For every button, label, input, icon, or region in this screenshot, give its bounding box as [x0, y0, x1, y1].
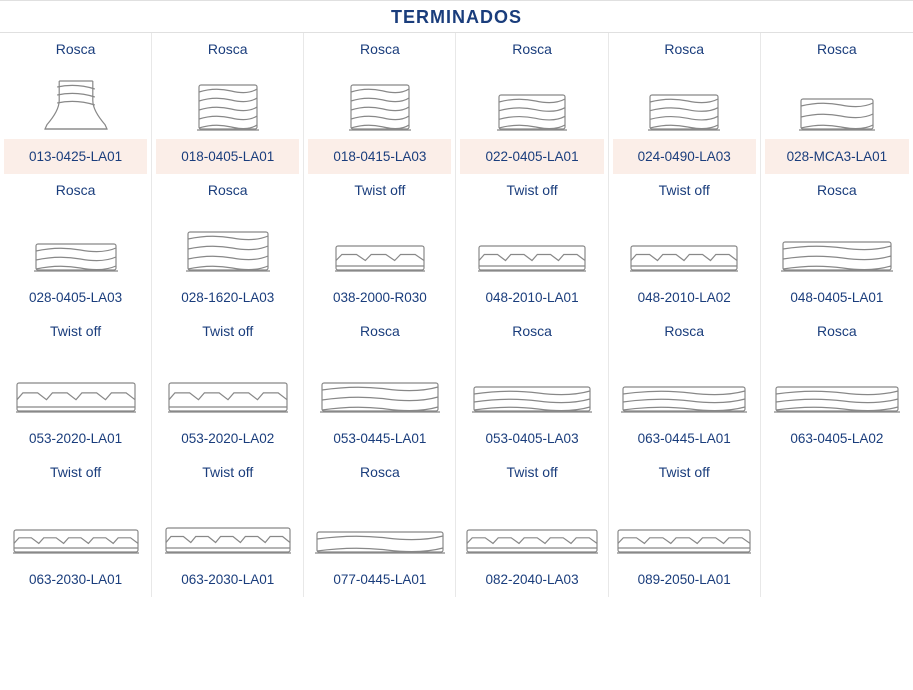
- catalog-cell[interactable]: Rosca 013-0425-LA01: [0, 33, 152, 174]
- catalog-cell[interactable]: Rosca 077-0445-LA01: [304, 456, 456, 597]
- catalog-cell[interactable]: Rosca 022-0405-LA01: [456, 33, 608, 174]
- product-code: 063-2030-LA01: [4, 562, 147, 597]
- catalog-cell[interactable]: Rosca 053-0405-LA03: [456, 315, 608, 456]
- finish-drawing: [460, 486, 603, 556]
- product-code: 053-0405-LA03: [460, 421, 603, 456]
- catalog-cell[interactable]: Rosca 063-0405-LA02: [761, 315, 913, 456]
- catalog-cell[interactable]: Twist off 038-2000-R030: [304, 174, 456, 315]
- product-code: 028-0405-LA03: [4, 280, 147, 315]
- type-label: Rosca: [56, 182, 96, 198]
- type-label: Rosca: [360, 464, 400, 480]
- product-code: 063-2030-LA01: [156, 562, 299, 597]
- type-label: Twist off: [202, 464, 253, 480]
- finish-drawing: [460, 345, 603, 415]
- type-label: Twist off: [659, 464, 710, 480]
- finish-drawing: [4, 63, 147, 133]
- finish-drawing: [613, 345, 756, 415]
- finish-drawing: [613, 204, 756, 274]
- finish-drawing: [460, 204, 603, 274]
- product-code: 063-0445-LA01: [613, 421, 756, 456]
- type-label: Twist off: [50, 323, 101, 339]
- catalog-cell[interactable]: Twist off 089-2050-LA01: [609, 456, 761, 597]
- finish-drawing: [308, 345, 451, 415]
- type-label: Twist off: [50, 464, 101, 480]
- catalog-cell[interactable]: Rosca 024-0490-LA03: [609, 33, 761, 174]
- heading: TERMINADOS: [0, 1, 913, 33]
- type-label: Twist off: [507, 182, 558, 198]
- finish-drawing: [308, 204, 451, 274]
- catalog-cell[interactable]: Rosca 028-MCA3-LA01: [761, 33, 913, 174]
- type-label: Rosca: [208, 182, 248, 198]
- product-code: 048-2010-LA01: [460, 280, 603, 315]
- type-label: Rosca: [817, 323, 857, 339]
- product-code: 082-2040-LA03: [460, 562, 603, 597]
- catalog-cell[interactable]: Twist off 053-2020-LA01: [0, 315, 152, 456]
- product-code: 063-0405-LA02: [765, 421, 909, 456]
- finish-drawing: [308, 63, 451, 133]
- finish-drawing: [156, 63, 299, 133]
- product-code: 028-MCA3-LA01: [765, 139, 909, 174]
- finish-drawing: [308, 486, 451, 556]
- product-code: 018-0415-LA03: [308, 139, 451, 174]
- catalog-cell[interactable]: Rosca 028-1620-LA03: [152, 174, 304, 315]
- type-label: Rosca: [664, 323, 704, 339]
- type-label: Twist off: [202, 323, 253, 339]
- finish-drawing: [613, 486, 756, 556]
- product-code: 022-0405-LA01: [460, 139, 603, 174]
- catalog-cell[interactable]: Twist off 048-2010-LA01: [456, 174, 608, 315]
- catalog-cell[interactable]: Twist off 082-2040-LA03: [456, 456, 608, 597]
- finish-drawing: [4, 204, 147, 274]
- product-code: 018-0405-LA01: [156, 139, 299, 174]
- catalog-cell[interactable]: Rosca 063-0445-LA01: [609, 315, 761, 456]
- catalog-cell[interactable]: Rosca 053-0445-LA01: [304, 315, 456, 456]
- product-code: 077-0445-LA01: [308, 562, 451, 597]
- type-label: Rosca: [512, 41, 552, 57]
- type-label: Twist off: [507, 464, 558, 480]
- catalog-cell[interactable]: Rosca 018-0405-LA01: [152, 33, 304, 174]
- type-label: Rosca: [817, 182, 857, 198]
- finish-drawing: [4, 486, 147, 556]
- product-code: 038-2000-R030: [308, 280, 451, 315]
- type-label: Twist off: [659, 182, 710, 198]
- type-label: Rosca: [360, 323, 400, 339]
- type-label: Rosca: [664, 41, 704, 57]
- product-code: 089-2050-LA01: [613, 562, 756, 597]
- catalog-cell[interactable]: Rosca 048-0405-LA01: [761, 174, 913, 315]
- product-code: 053-2020-LA01: [4, 421, 147, 456]
- type-label: Rosca: [817, 41, 857, 57]
- finish-drawing: [613, 63, 756, 133]
- product-code: 024-0490-LA03: [613, 139, 756, 174]
- type-label: Rosca: [512, 323, 552, 339]
- catalog-cell[interactable]: Twist off 063-2030-LA01: [0, 456, 152, 597]
- catalog-cell[interactable]: Rosca 028-0405-LA03: [0, 174, 152, 315]
- finish-drawing: [156, 204, 299, 274]
- catalog-cell[interactable]: Twist off 053-2020-LA02: [152, 315, 304, 456]
- product-code: 053-0445-LA01: [308, 421, 451, 456]
- catalog-grid: Rosca 013-0425-LA01Rosca018-0405-LA01Ros…: [0, 33, 913, 597]
- finish-drawing: [460, 63, 603, 133]
- finish-drawing: [765, 345, 909, 415]
- catalog-panel: TERMINADOS Rosca 013-0425-LA01Rosca018-0…: [0, 0, 913, 597]
- finish-drawing: [765, 63, 909, 133]
- catalog-cell[interactable]: Twist off 048-2010-LA02: [609, 174, 761, 315]
- type-label: Twist off: [354, 182, 405, 198]
- type-label: Rosca: [56, 41, 96, 57]
- product-code: 013-0425-LA01: [4, 139, 147, 174]
- finish-drawing: [4, 345, 147, 415]
- product-code: 028-1620-LA03: [156, 280, 299, 315]
- product-code: 053-2020-LA02: [156, 421, 299, 456]
- catalog-cell[interactable]: Rosca 018-0415-LA03: [304, 33, 456, 174]
- catalog-cell[interactable]: Twist off 063-2030-LA01: [152, 456, 304, 597]
- product-code: 048-0405-LA01: [765, 280, 909, 315]
- finish-drawing: [156, 345, 299, 415]
- type-label: Rosca: [360, 41, 400, 57]
- finish-drawing: [765, 204, 909, 274]
- product-code: 048-2010-LA02: [613, 280, 756, 315]
- finish-drawing: [156, 486, 299, 556]
- type-label: Rosca: [208, 41, 248, 57]
